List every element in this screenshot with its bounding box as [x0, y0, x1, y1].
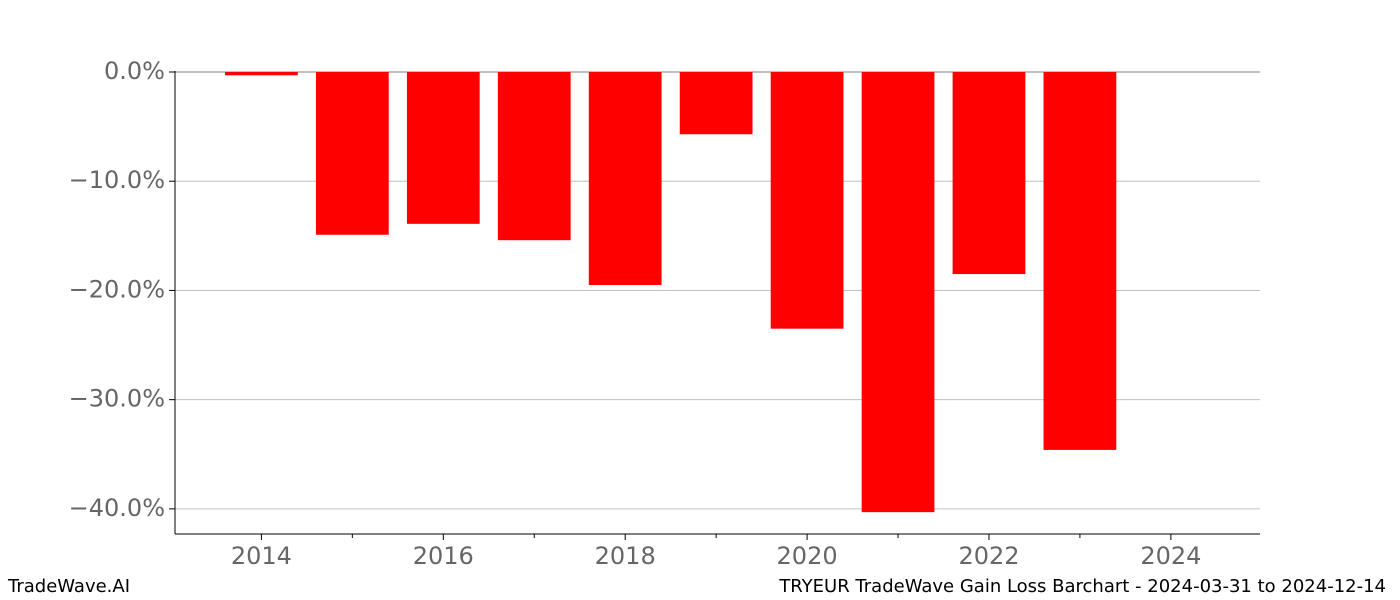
bar — [952, 72, 1026, 275]
x-tick-label: 2016 — [413, 542, 474, 570]
x-tick-label: 2022 — [958, 542, 1019, 570]
bar — [770, 72, 844, 329]
x-tick-label: 2020 — [777, 542, 838, 570]
x-tick-label: 2014 — [231, 542, 292, 570]
y-tick-label: 0.0% — [104, 57, 165, 85]
bar — [406, 72, 480, 224]
bar — [679, 72, 753, 135]
source-label: TradeWave.AI — [7, 576, 130, 597]
x-tick-label: 2024 — [1140, 542, 1201, 570]
y-tick-label: −40.0% — [69, 494, 165, 522]
bar — [315, 72, 389, 235]
bar — [1043, 72, 1117, 450]
chart-title: TRYEUR TradeWave Gain Loss Barchart - 20… — [778, 576, 1386, 597]
x-tick-label: 2018 — [595, 542, 656, 570]
bar — [588, 72, 662, 285]
bar — [861, 72, 935, 513]
y-tick-label: −10.0% — [69, 166, 165, 194]
y-tick-label: −30.0% — [69, 385, 165, 413]
bar — [497, 72, 571, 241]
y-tick-label: −20.0% — [69, 275, 165, 303]
bar — [225, 72, 298, 76]
